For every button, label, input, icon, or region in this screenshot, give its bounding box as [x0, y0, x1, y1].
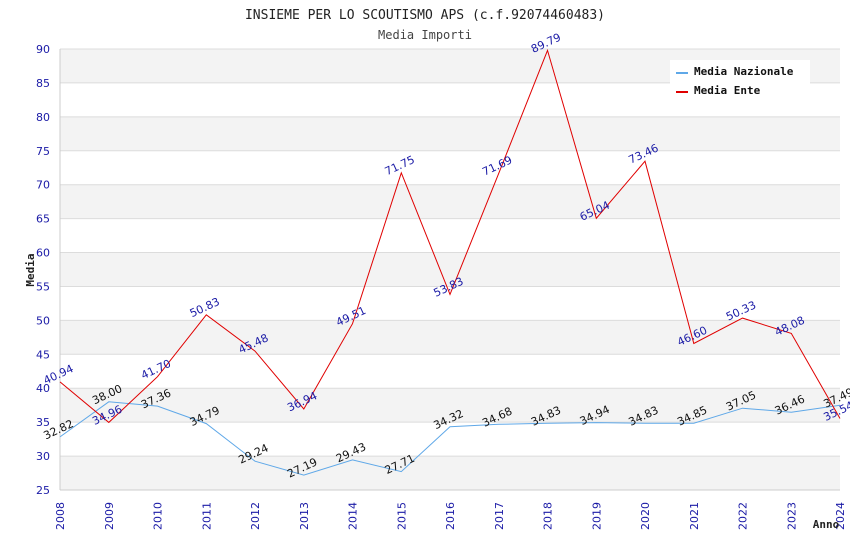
- data-label-ente: 71.69: [480, 154, 514, 179]
- x-tick-label: 2016: [444, 502, 457, 530]
- x-tick-label: 2015: [395, 502, 408, 530]
- legend-label-media-nazionale: Media Nazionale: [694, 65, 794, 78]
- x-tick-label: 2012: [249, 502, 262, 530]
- grid-band: [60, 456, 840, 490]
- legend-box: [670, 60, 810, 102]
- y-tick-label: 85: [36, 77, 50, 90]
- y-tick-label: 30: [36, 450, 50, 463]
- y-tick-label: 55: [36, 280, 50, 293]
- chart-subtitle: Media Importi: [378, 28, 472, 42]
- x-tick-label: 2014: [347, 502, 360, 530]
- y-tick-label: 65: [36, 213, 50, 226]
- y-axis-ticks: 25 30 35 40 45 50 55 60 65 70 75 80 85 90: [36, 43, 50, 497]
- grid-band: [60, 388, 840, 423]
- x-tick-label: 2024: [834, 502, 847, 530]
- x-tick-label: 2021: [688, 502, 701, 530]
- x-tick-label: 2013: [298, 502, 311, 530]
- x-tick-label: 2023: [785, 502, 798, 530]
- y-tick-label: 35: [36, 416, 50, 429]
- x-tick-label: 2009: [103, 502, 116, 530]
- y-tick-label: 45: [36, 348, 50, 361]
- x-tick-label: 2022: [737, 502, 750, 530]
- y-tick-label: 50: [36, 314, 50, 327]
- x-tick-label: 2018: [542, 502, 555, 530]
- x-tick-label: 2020: [639, 502, 652, 530]
- grid-band: [60, 320, 840, 355]
- grid-bands: [60, 49, 840, 490]
- legend: Media Nazionale Media Ente: [670, 60, 810, 102]
- series-line-media-ente: [59, 48, 841, 424]
- y-tick-label: 70: [36, 179, 50, 192]
- grid-lines: [59, 48, 840, 491]
- data-label-ente: 71.75: [383, 153, 417, 178]
- y-tick-label: 80: [36, 111, 50, 124]
- series-line-media-nazionale: [59, 401, 841, 476]
- x-tick-label: 2017: [493, 502, 506, 530]
- x-axis-label: Anno: [813, 518, 840, 531]
- data-label-ente: 50.33: [724, 298, 758, 323]
- data-label-ente: 40.94: [41, 362, 75, 387]
- x-tick-label: 2008: [54, 502, 67, 530]
- x-tick-label: 2011: [200, 502, 213, 530]
- chart-title: INSIEME PER LO SCOUTISMO APS (c.f.920744…: [245, 8, 605, 23]
- y-tick-label: 90: [36, 43, 50, 56]
- series-group: [59, 48, 841, 476]
- grid-band: [60, 252, 840, 287]
- x-tick-label: 2019: [590, 502, 603, 530]
- grid-band: [60, 116, 840, 151]
- y-tick-label: 40: [36, 382, 50, 395]
- y-tick-label: 25: [36, 484, 50, 497]
- y-tick-label: 75: [36, 145, 50, 158]
- grid-band: [60, 184, 840, 219]
- y-axis-label: Media: [24, 253, 37, 286]
- x-tick-label: 2010: [152, 502, 165, 530]
- x-axis-ticks: 2008 2009 2010 2011 2012 2013 2014 2015 2016 2017…: [54, 502, 847, 530]
- y-tick-label: 60: [36, 247, 50, 260]
- legend-label-media-ente: Media Ente: [694, 84, 761, 97]
